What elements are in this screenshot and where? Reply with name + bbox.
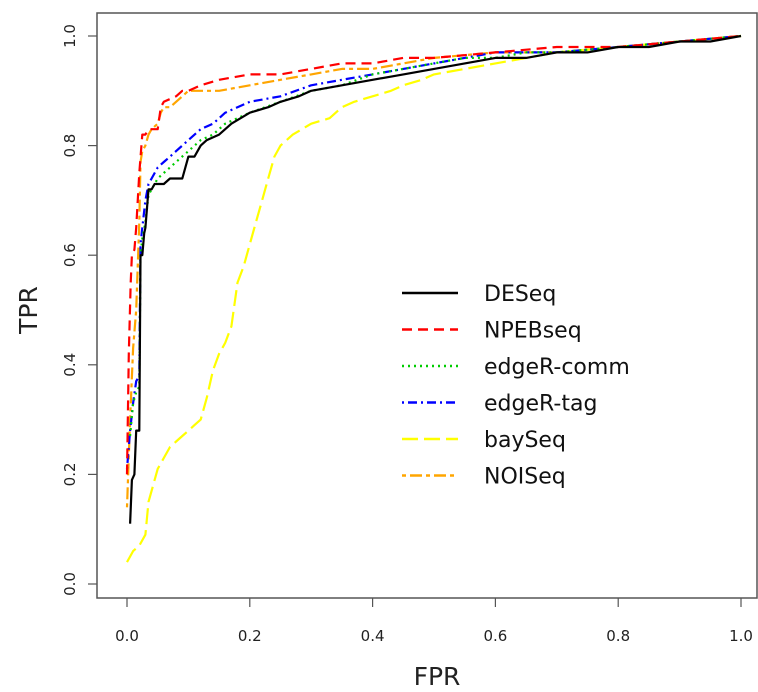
y-tick-label: 0.8 (61, 134, 79, 158)
y-tick-label: 0.6 (61, 243, 79, 267)
x-tick-label: 0.8 (606, 627, 630, 645)
series-line-edger-tag (125, 34, 742, 469)
axes: 0.0 0.2 0.4 0.6 0.8 1.0 0.0 0.2 0.4 0.6 0.8 1.0 (61, 12, 758, 645)
x-tick-label: 0.6 (483, 627, 507, 645)
series-line-noiseq (125, 34, 742, 508)
series-lines (125, 34, 742, 563)
series-line-edger-comm (129, 34, 742, 437)
y-tick-label: 1.0 (61, 24, 79, 48)
x-tick-label: 1.0 (729, 627, 753, 645)
legend-label-noiseq: NOISeq (484, 465, 566, 490)
series-line-bayseq (126, 34, 742, 563)
series-line-deseq (129, 34, 742, 524)
y-tick-label: 0.0 (61, 572, 79, 596)
x-tick-label: 0.0 (115, 627, 139, 645)
legend-label-edger-tag: edgeR-tag (484, 392, 597, 417)
legend-label-npebseq: NPEBseq (484, 319, 582, 344)
x-tick-label: 0.2 (238, 627, 262, 645)
x-axis-title: FPR (414, 662, 461, 691)
x-tick-label: 0.4 (361, 627, 385, 645)
y-tick-label: 0.4 (61, 353, 79, 377)
legend: DESeq NPEBseq edgeR-comm edgeR-tag baySeq NOI… (402, 282, 630, 490)
plot-frame (96, 12, 758, 599)
series-line-npebseq (125, 34, 742, 475)
legend-label-deseq: DESeq (484, 282, 556, 307)
legend-label-bayseq: baySeq (484, 428, 566, 453)
legend-label-edger-comm: edgeR-comm (484, 355, 630, 380)
y-axis-title: TPR (14, 286, 43, 335)
y-tick-label: 0.2 (61, 462, 79, 486)
